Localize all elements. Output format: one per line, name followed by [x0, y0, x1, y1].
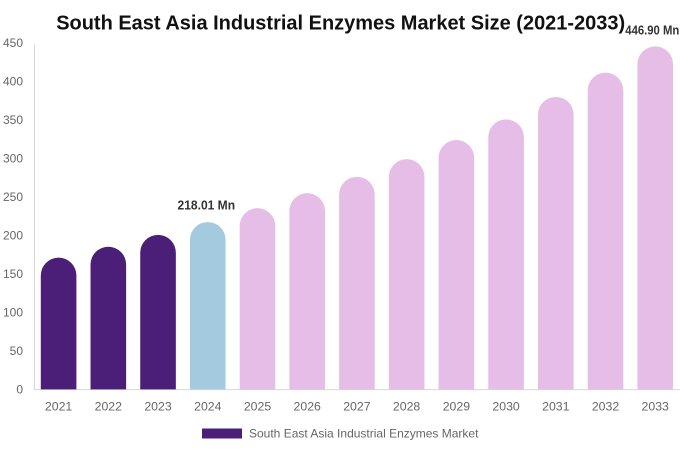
svg-text:50: 50: [10, 344, 24, 358]
svg-text:2021: 2021: [45, 400, 73, 414]
svg-text:250: 250: [3, 190, 23, 204]
svg-text:450: 450: [3, 36, 23, 50]
svg-text:2026: 2026: [294, 400, 322, 414]
svg-text:200: 200: [3, 229, 23, 243]
svg-text:350: 350: [3, 113, 23, 127]
svg-text:South East Asia Industrial Enz: South East Asia Industrial Enzymes Marke…: [56, 12, 625, 34]
svg-text:0: 0: [16, 383, 23, 397]
svg-text:2033: 2033: [642, 400, 670, 414]
svg-text:2028: 2028: [393, 400, 421, 414]
svg-text:2030: 2030: [492, 400, 520, 414]
svg-text:400: 400: [3, 75, 23, 89]
svg-text:2024: 2024: [194, 400, 222, 414]
svg-text:2029: 2029: [443, 400, 471, 414]
svg-text:2025: 2025: [244, 400, 272, 414]
svg-text:150: 150: [3, 267, 23, 281]
svg-text:100: 100: [3, 306, 23, 320]
svg-text:2031: 2031: [542, 400, 570, 414]
svg-text:2027: 2027: [343, 400, 371, 414]
svg-text:218.01 Mn: 218.01 Mn: [178, 198, 236, 212]
svg-text:446.90 Mn: 446.90 Mn: [625, 23, 679, 37]
svg-text:2032: 2032: [592, 400, 620, 414]
svg-text:South East Asia Industrial Enz: South East Asia Industrial Enzymes Marke…: [249, 427, 479, 441]
svg-text:2023: 2023: [144, 400, 172, 414]
svg-text:300: 300: [3, 152, 23, 166]
svg-text:2022: 2022: [95, 400, 123, 414]
